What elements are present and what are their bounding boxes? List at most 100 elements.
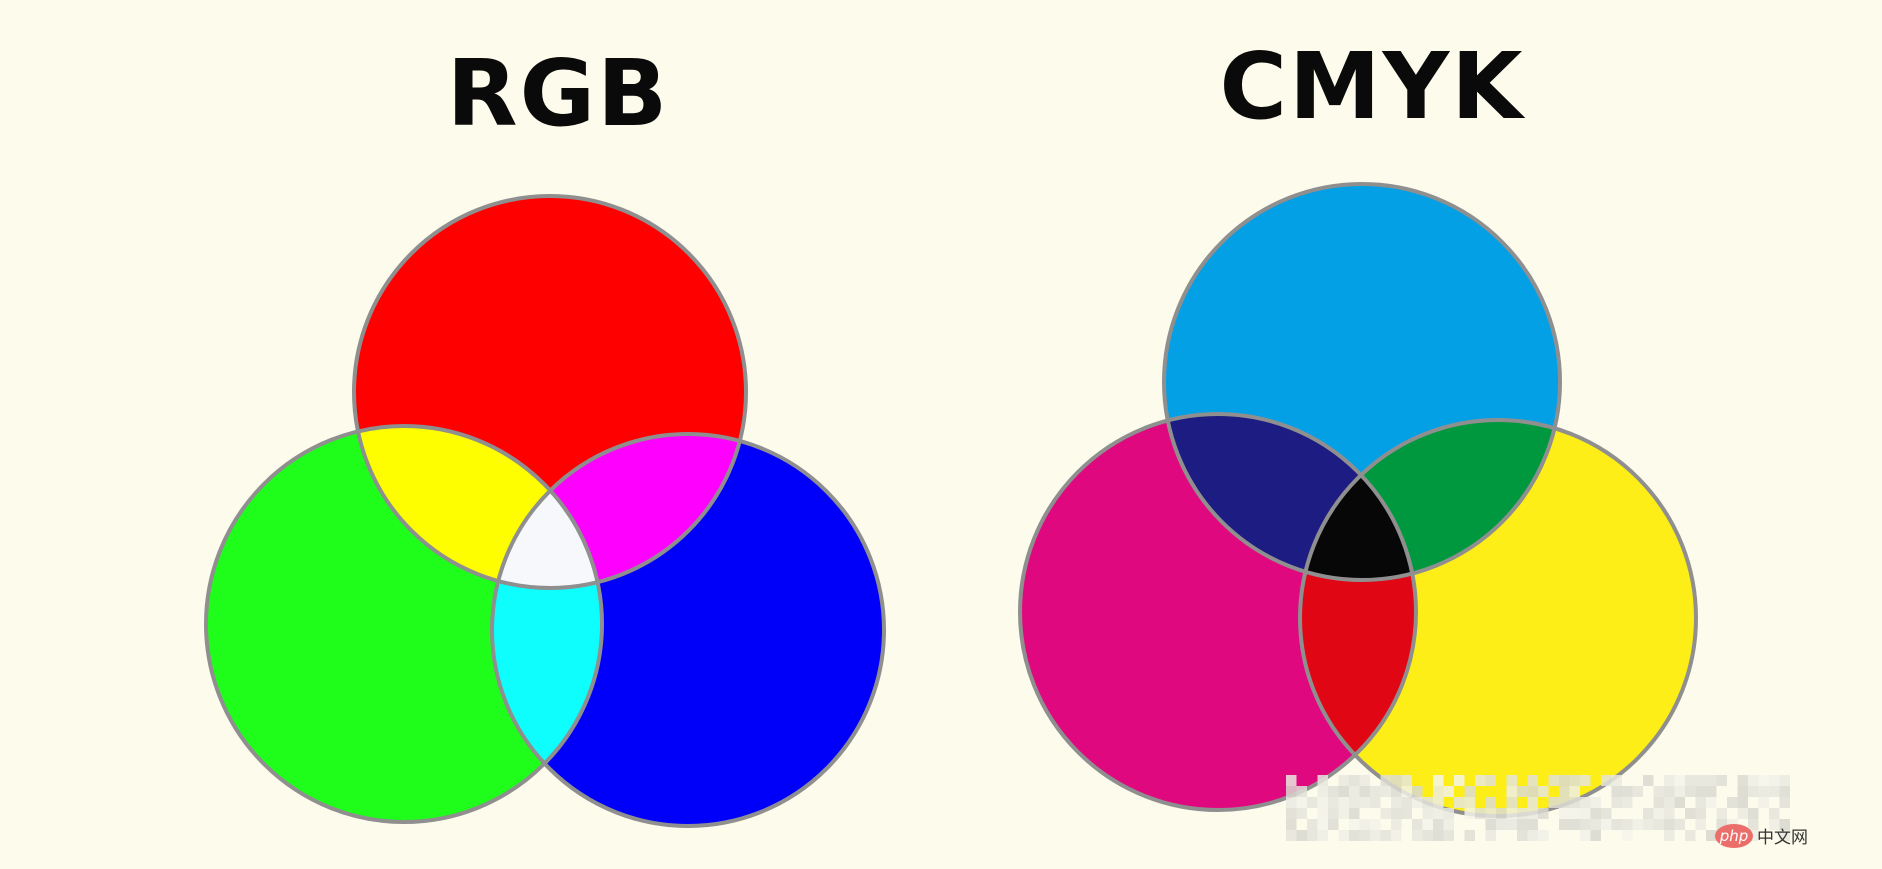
pixel-block: [1422, 819, 1433, 830]
cmyk-diagram: [1018, 182, 1698, 818]
pixel-block: [1580, 830, 1591, 841]
pixel-block: [1485, 797, 1496, 808]
pixel-block: [1401, 786, 1412, 797]
pixel-block: [1737, 797, 1748, 808]
pixel-block: [1443, 808, 1454, 819]
pixel-block: [1695, 775, 1706, 786]
pixel-block: [1674, 797, 1685, 808]
pixel-block: [1779, 830, 1790, 841]
pixel-block: [1548, 775, 1559, 786]
pixel-block: [1349, 830, 1360, 841]
pixel-block: [1664, 808, 1675, 819]
pixel-block: [1496, 808, 1507, 819]
magenta-outline: [1018, 412, 1418, 812]
pixel-block: [1359, 830, 1370, 841]
pixel-block: [1401, 808, 1412, 819]
pixel-block: [1779, 775, 1790, 786]
pixel-block: [1380, 830, 1391, 841]
pixel-block: [1748, 775, 1759, 786]
pixel-block: [1706, 830, 1717, 841]
pixel-block: [1611, 775, 1622, 786]
pixel-block: [1664, 786, 1675, 797]
pixel-block: [1307, 797, 1318, 808]
pixel-block: [1758, 797, 1769, 808]
green-overlap: [1300, 420, 1560, 580]
php-logo-text: php: [1719, 827, 1749, 845]
pixel-block: [1517, 830, 1528, 841]
pixel-block: [1506, 786, 1517, 797]
pixel-block: [1506, 819, 1517, 830]
pixel-block: [1412, 819, 1423, 830]
pixel-block: [1433, 819, 1444, 830]
pixel-block: [1338, 775, 1349, 786]
pixel-block: [1527, 797, 1538, 808]
pixel-block: [1443, 830, 1454, 841]
pixel-block: [1527, 830, 1538, 841]
pixel-block: [1538, 830, 1549, 841]
pixel-block: [1569, 797, 1580, 808]
pixel-block: [1569, 808, 1580, 819]
pixel-block: [1296, 830, 1307, 841]
pixel-block: [1475, 808, 1486, 819]
pixel-block: [1349, 775, 1360, 786]
pixel-block: [1317, 819, 1328, 830]
pixel-block: [1611, 786, 1622, 797]
pixel-block: [1695, 808, 1706, 819]
pixel-block: [1433, 786, 1444, 797]
pixel-block: [1611, 819, 1622, 830]
pixel-block: [1359, 797, 1370, 808]
pixel-block: [1580, 808, 1591, 819]
pixel-block: [1622, 819, 1633, 830]
pixel-block: [1307, 819, 1318, 830]
pixel-block: [1769, 808, 1780, 819]
pixel-block: [1338, 808, 1349, 819]
blue-outline: [490, 432, 886, 828]
pixel-block: [1559, 775, 1570, 786]
pixel-block: [1611, 797, 1622, 808]
pixel-block: [1737, 775, 1748, 786]
pixel-block: [1748, 819, 1759, 830]
watermark-text: 中文网: [1757, 828, 1808, 848]
pixel-block: [1706, 775, 1717, 786]
pixel-block: [1317, 808, 1328, 819]
pixel-block: [1601, 819, 1612, 830]
pixel-block: [1769, 775, 1780, 786]
pixel-block: [1716, 775, 1727, 786]
pixel-block: [1527, 808, 1538, 819]
pixel-block: [1296, 786, 1307, 797]
pixel-block: [1464, 830, 1475, 841]
pixel-block: [1485, 808, 1496, 819]
pixel-block: [1307, 830, 1318, 841]
pixel-block: [1538, 808, 1549, 819]
pixel-block: [1737, 808, 1748, 819]
pixel-block: [1412, 786, 1423, 797]
pixel-block: [1286, 830, 1297, 841]
pixel-block: [1317, 786, 1328, 797]
pixel-block: [1643, 808, 1654, 819]
pixel-block: [1590, 819, 1601, 830]
pixel-block: [1286, 819, 1297, 830]
yellow-overlap: [354, 426, 602, 588]
pixel-block: [1664, 819, 1675, 830]
pixel-block: [1632, 819, 1643, 830]
pixel-block: [1464, 808, 1475, 819]
pixel-block: [1748, 830, 1759, 841]
pixel-block: [1370, 819, 1381, 830]
pixel-block: [1328, 819, 1339, 830]
pixel-block: [1391, 819, 1402, 830]
pixel-block: [1517, 819, 1528, 830]
pixel-block: [1485, 775, 1496, 786]
magenta-overlap: [492, 434, 746, 588]
pixel-block: [1338, 830, 1349, 841]
pixel-block: [1695, 797, 1706, 808]
pixel-block: [1380, 775, 1391, 786]
pixel-block: [1538, 786, 1549, 797]
pixel-block: [1433, 830, 1444, 841]
pixel-block: [1496, 819, 1507, 830]
pixel-block: [1569, 786, 1580, 797]
pixel-block: [1569, 819, 1580, 830]
cyan-outline: [1162, 182, 1562, 582]
pixel-block: [1391, 797, 1402, 808]
pixel-block: [1664, 775, 1675, 786]
